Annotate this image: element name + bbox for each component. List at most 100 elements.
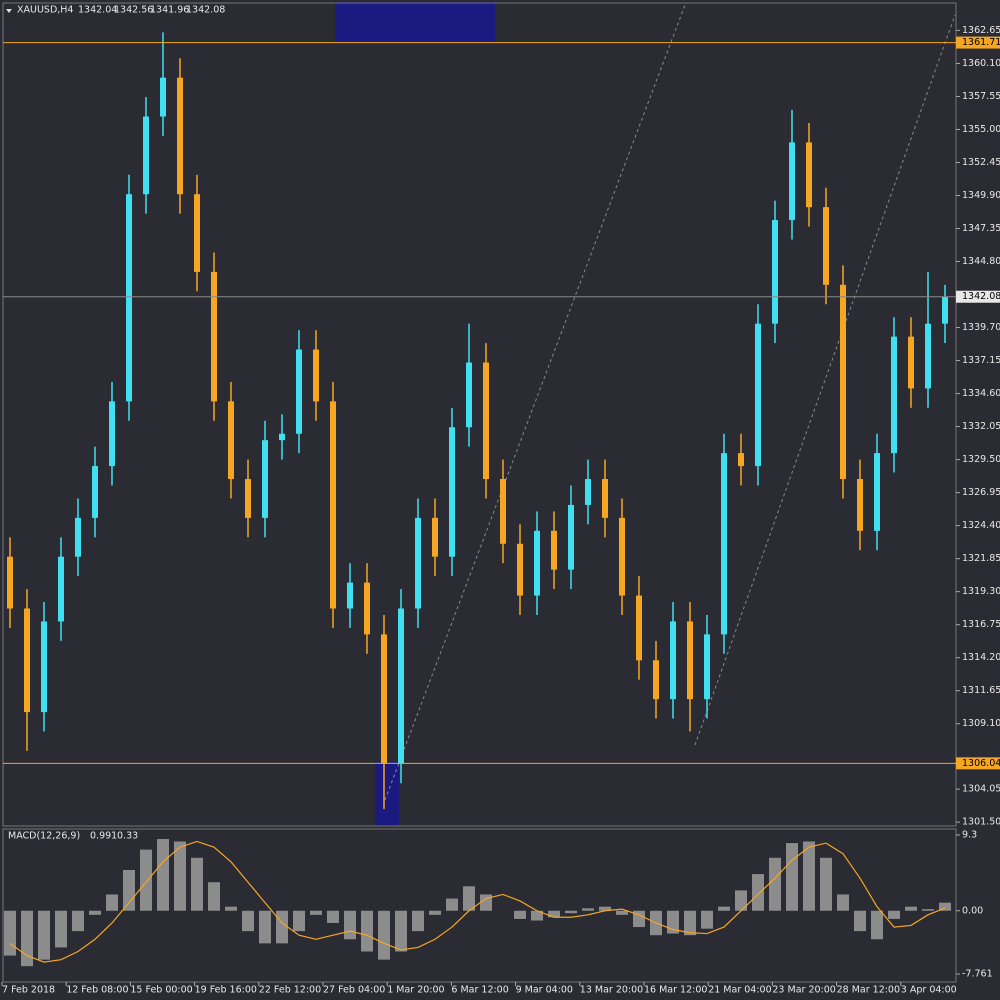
macd-bar xyxy=(582,908,594,911)
y-tick-label: 1319.30 xyxy=(962,586,1000,597)
candle-body xyxy=(245,479,251,518)
candle-body xyxy=(177,77,183,195)
x-tick-label: 15 Feb 00:00 xyxy=(130,985,192,996)
price-level-box xyxy=(956,36,1000,49)
macd-bar xyxy=(514,910,526,919)
candle-body xyxy=(466,362,472,428)
x-tick-label: 1 Mar 20:00 xyxy=(387,985,444,996)
macd-bar xyxy=(735,890,747,911)
y-tick-label: 0.00 xyxy=(962,905,983,916)
macd-bar xyxy=(378,910,390,960)
macd-bar xyxy=(89,910,101,915)
x-tick-label: 7 Feb 2018 xyxy=(2,985,55,996)
x-tick-label: 6 Mar 12:00 xyxy=(451,985,508,996)
macd-bar xyxy=(480,894,492,911)
x-tick-label: 3 Apr 04:00 xyxy=(901,985,957,996)
macd-bar xyxy=(395,910,407,952)
menu-arrow xyxy=(6,9,12,13)
candle-body xyxy=(41,621,47,713)
candle-body xyxy=(75,517,81,557)
y-tick-label: 1362.65 xyxy=(962,25,1000,36)
candle-body xyxy=(398,608,404,764)
candle-body xyxy=(109,401,115,467)
macd-bar xyxy=(242,910,254,932)
macd-bar xyxy=(208,882,220,911)
macd-bar xyxy=(718,906,730,911)
macd-bar xyxy=(820,857,832,911)
macd-bar xyxy=(531,910,543,921)
macd-bar xyxy=(225,906,237,911)
y-tick-label: 1349.90 xyxy=(962,190,1000,201)
candle-body xyxy=(24,608,30,713)
macd-bar xyxy=(412,910,424,932)
candle-body xyxy=(432,517,438,557)
macd-bar xyxy=(565,910,577,914)
macd-bar xyxy=(293,910,305,932)
candle-body xyxy=(806,142,812,208)
y-tick-label: 1314.20 xyxy=(962,652,1000,663)
y-tick-label: 1329.50 xyxy=(962,454,1000,465)
candle-body xyxy=(670,621,676,700)
candle-body xyxy=(7,556,13,609)
macd-bar xyxy=(259,910,271,944)
candle-body xyxy=(721,453,727,635)
macd-bar xyxy=(616,910,628,915)
candle-body xyxy=(891,336,897,454)
candle-body xyxy=(483,362,489,480)
candle-body xyxy=(500,479,506,544)
candle-body xyxy=(58,556,64,622)
macd-bar xyxy=(684,910,696,936)
macd-signal-line xyxy=(9,840,946,963)
y-tick-label: 1326.95 xyxy=(962,487,1000,498)
price-level-label: 1342.08 xyxy=(962,291,1000,302)
macd-bar xyxy=(769,857,781,911)
x-tick-label: 19 Feb 16:00 xyxy=(195,985,257,996)
macd-bar xyxy=(72,910,84,932)
macd-bar xyxy=(361,910,373,952)
y-tick-label: 1311.65 xyxy=(962,685,1000,696)
macd-bar xyxy=(344,910,356,940)
candle-body xyxy=(534,530,540,596)
macd-bar xyxy=(633,910,645,928)
y-tick-label: 1355.00 xyxy=(962,124,1000,135)
candle-body xyxy=(687,621,693,700)
x-tick-label: 13 Mar 20:00 xyxy=(580,985,643,996)
y-tick-label: 9.3 xyxy=(962,829,977,840)
macd-bar xyxy=(871,910,883,940)
ohlc-low: 1341.96 xyxy=(150,5,189,16)
x-tick-label: 21 Mar 04:00 xyxy=(708,985,771,996)
y-tick-label: -7.761 xyxy=(962,969,993,980)
trend-line xyxy=(384,4,686,801)
y-tick-label: 1347.35 xyxy=(962,223,1000,234)
macd-bar xyxy=(38,910,50,960)
candle-body xyxy=(925,323,931,389)
x-tick-label: 23 Mar 20:00 xyxy=(772,985,835,996)
x-tick-label: 28 Mar 12:00 xyxy=(837,985,900,996)
macd-signal: 0.33 xyxy=(117,831,138,842)
candle-body xyxy=(789,142,795,221)
candle-body xyxy=(585,479,591,505)
candle-body xyxy=(211,271,217,402)
price-level-label: 1361.71 xyxy=(962,37,1000,48)
x-tick-label: 16 Mar 12:00 xyxy=(644,985,707,996)
macd-bar xyxy=(191,857,203,911)
price-level-box xyxy=(956,757,1000,770)
candle-body xyxy=(415,517,421,609)
macd-bar xyxy=(21,910,33,967)
candle-body xyxy=(942,296,948,324)
candle-body xyxy=(551,530,557,570)
price-level-label: 1306.04 xyxy=(962,758,1000,769)
macd-bar xyxy=(327,910,339,923)
macd-bar xyxy=(905,906,917,911)
candle-body xyxy=(347,582,353,609)
macd-bar xyxy=(157,839,169,911)
macd-bar xyxy=(446,898,458,911)
y-tick-label: 1321.85 xyxy=(962,553,1000,564)
macd-bar xyxy=(888,910,900,919)
macd-bar xyxy=(599,906,611,911)
candle-body xyxy=(653,660,659,700)
candle-body xyxy=(772,220,778,324)
macd-bar xyxy=(429,910,441,915)
candle-body xyxy=(568,504,574,570)
candle-body xyxy=(857,479,863,531)
